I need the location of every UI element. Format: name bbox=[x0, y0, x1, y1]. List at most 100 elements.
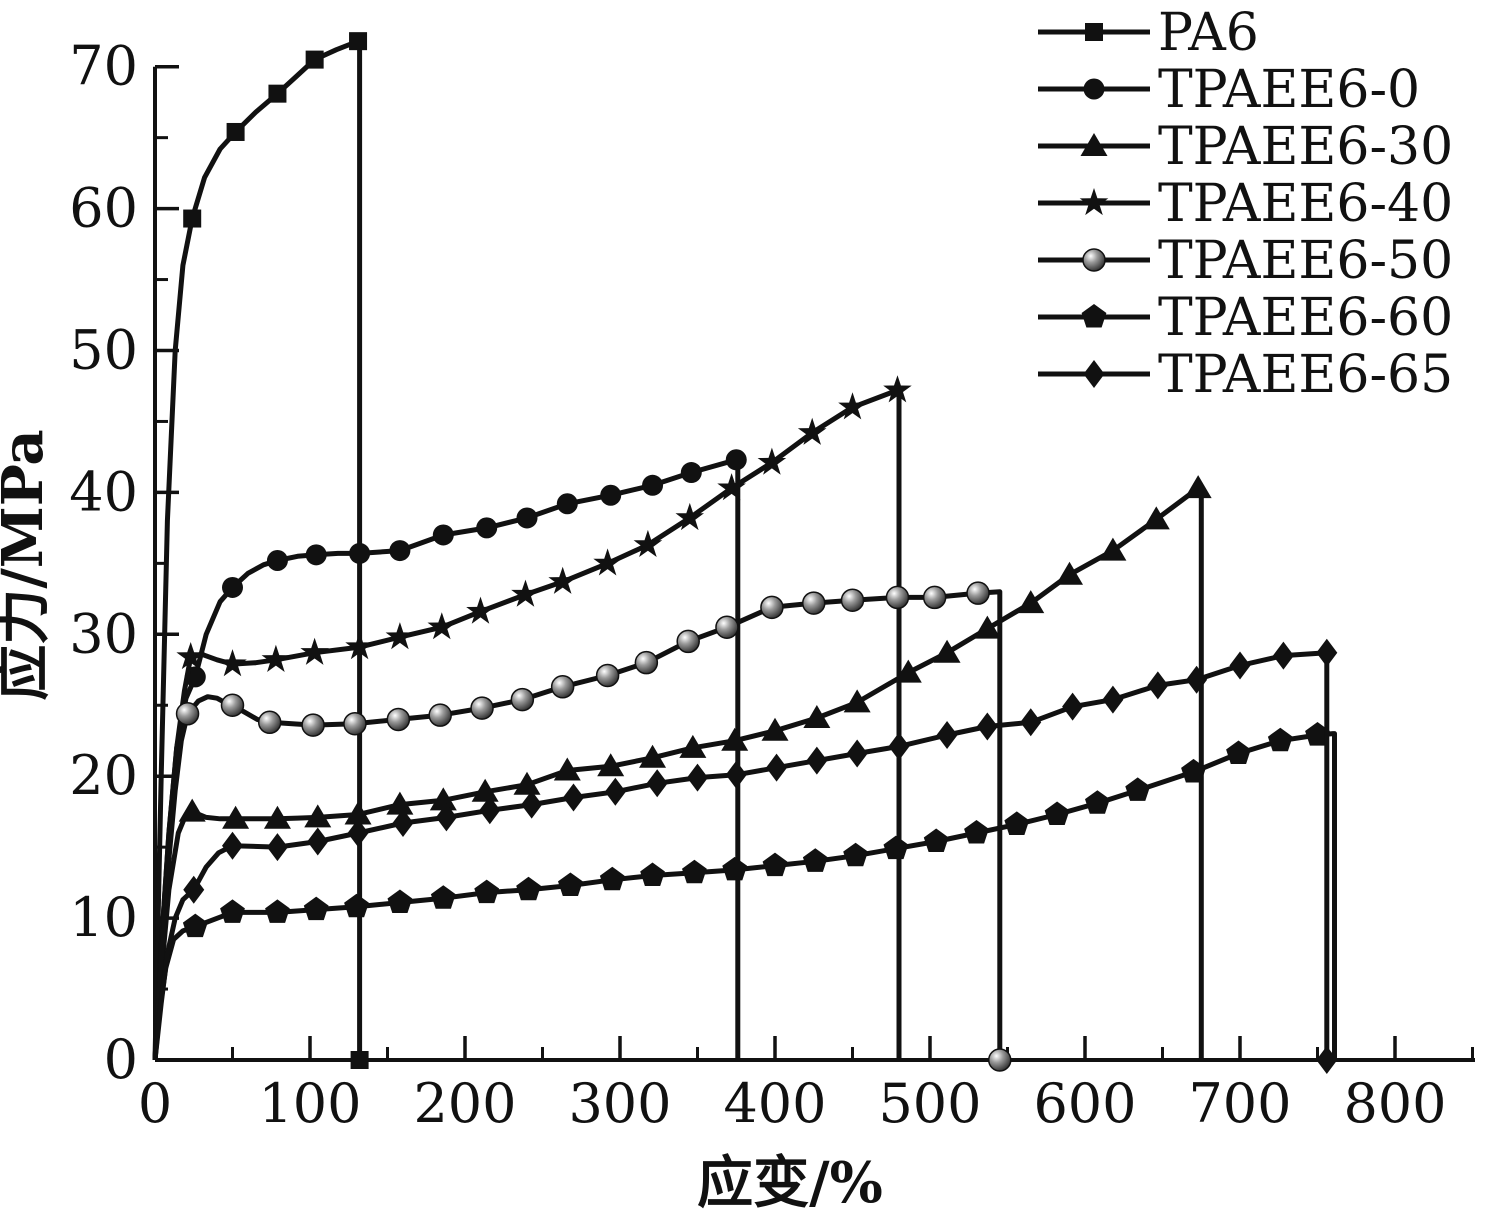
pentagon-marker bbox=[883, 835, 909, 860]
sphere-marker bbox=[988, 1048, 1012, 1072]
pentagon-marker bbox=[802, 848, 828, 872]
sphere-marker bbox=[386, 707, 411, 732]
triangle-marker bbox=[933, 639, 961, 663]
triangle-marker bbox=[639, 744, 667, 768]
x-tick-label: 500 bbox=[878, 1072, 981, 1135]
sphere-marker bbox=[550, 675, 575, 699]
pentagon-marker bbox=[516, 876, 541, 901]
pentagon-marker bbox=[182, 913, 208, 938]
diamond-marker bbox=[976, 712, 998, 741]
star-marker bbox=[797, 417, 827, 445]
series-PA6 bbox=[152, 32, 369, 1069]
pentagon-marker bbox=[923, 828, 949, 852]
pentagon-marker bbox=[1085, 790, 1110, 814]
diamond-marker bbox=[347, 818, 369, 847]
pentagon-marker bbox=[599, 866, 625, 891]
series-line bbox=[152, 387, 902, 1061]
pentagon-marker bbox=[640, 862, 665, 886]
square-marker bbox=[1085, 23, 1103, 41]
pentagon-marker bbox=[303, 896, 329, 921]
pentagon-marker bbox=[1181, 758, 1206, 783]
sphere-marker bbox=[343, 711, 367, 736]
legend-item-TPAEE6-40: TPAEE6-40 bbox=[1038, 174, 1453, 234]
pentagon-marker bbox=[1044, 801, 1070, 825]
star-marker bbox=[511, 579, 540, 607]
y-tick-label: 60 bbox=[69, 177, 138, 240]
chart-legend: PA6TPAEE6-0TPAEE6-30TPAEE6-40TPAEE6-50TP… bbox=[1038, 3, 1453, 405]
triangle-marker bbox=[843, 689, 871, 713]
circle-marker bbox=[389, 540, 411, 562]
series-TPAEE6-30 bbox=[152, 475, 1212, 1061]
circle-marker bbox=[1083, 78, 1105, 100]
pentagon-marker bbox=[722, 856, 748, 881]
pentagon-marker bbox=[762, 852, 788, 877]
star-marker bbox=[1079, 188, 1109, 216]
diamond-marker bbox=[1316, 1046, 1338, 1074]
pentagon-marker bbox=[265, 899, 290, 923]
diamond-marker bbox=[1083, 360, 1105, 388]
series-TPAEE6-40 bbox=[152, 375, 912, 1061]
diamond-marker bbox=[222, 831, 243, 860]
sphere-marker bbox=[257, 710, 282, 735]
diamond-marker bbox=[1062, 692, 1084, 721]
series-line bbox=[152, 650, 1330, 1061]
pentagon-marker bbox=[1267, 727, 1293, 752]
triangle-marker bbox=[344, 801, 372, 825]
triangle-marker bbox=[1184, 475, 1212, 499]
triangle-marker bbox=[973, 615, 1001, 639]
x-tick-label: 200 bbox=[413, 1072, 516, 1135]
y-tick-label: 50 bbox=[69, 319, 138, 382]
triangle-marker bbox=[222, 805, 250, 829]
circle-marker bbox=[222, 576, 243, 598]
diamond-marker bbox=[604, 777, 626, 806]
y-tick-label: 10 bbox=[69, 886, 138, 949]
series-TPAEE6-65 bbox=[152, 638, 1338, 1074]
diamond-marker bbox=[521, 790, 543, 819]
series-line bbox=[152, 485, 1204, 1061]
triangle-marker bbox=[721, 727, 749, 751]
diamond-marker bbox=[266, 833, 288, 862]
diamond-marker bbox=[392, 809, 414, 838]
triangle-marker bbox=[429, 787, 457, 811]
circle-marker bbox=[516, 507, 538, 529]
y-axis-title: 应力/MPa bbox=[0, 429, 56, 700]
pentagon-marker bbox=[387, 889, 413, 913]
diamond-marker bbox=[1272, 641, 1294, 670]
diamond-marker bbox=[1102, 685, 1124, 714]
triangle-marker bbox=[761, 717, 789, 741]
star-marker bbox=[218, 649, 247, 677]
square-marker bbox=[305, 50, 324, 69]
diamond-marker bbox=[888, 732, 910, 761]
sphere-marker bbox=[885, 585, 910, 610]
sphere-marker bbox=[301, 713, 325, 737]
pentagon-marker bbox=[1125, 777, 1151, 801]
legend-label: TPAEE6-0 bbox=[1158, 60, 1420, 120]
legend-item-TPAEE6-30: TPAEE6-30 bbox=[1038, 117, 1453, 177]
triangle-marker bbox=[1056, 561, 1083, 585]
circle-marker bbox=[680, 462, 702, 484]
circle-marker bbox=[725, 449, 747, 471]
diamond-marker bbox=[1147, 671, 1169, 700]
sphere-marker bbox=[715, 615, 739, 639]
diamond-marker bbox=[435, 803, 457, 832]
triangle-marker bbox=[1080, 133, 1108, 156]
triangle-marker bbox=[1142, 506, 1170, 530]
legend-item-PA6: PA6 bbox=[1038, 3, 1259, 63]
pentagon-marker bbox=[1081, 304, 1107, 328]
sphere-marker bbox=[634, 650, 659, 675]
pentagon-marker bbox=[964, 820, 989, 844]
star-marker bbox=[675, 502, 704, 531]
circle-marker bbox=[305, 544, 327, 566]
diamond-marker bbox=[183, 875, 205, 904]
legend-label: TPAEE6-30 bbox=[1158, 117, 1453, 177]
y-tick-label: 20 bbox=[69, 744, 138, 807]
diamond-marker bbox=[766, 753, 788, 782]
triangle-marker bbox=[894, 659, 922, 683]
star-marker bbox=[345, 632, 374, 660]
x-tick-label: 400 bbox=[723, 1072, 826, 1135]
diamond-marker bbox=[1229, 651, 1251, 680]
sphere-marker bbox=[1082, 248, 1106, 272]
circle-marker bbox=[266, 550, 288, 572]
